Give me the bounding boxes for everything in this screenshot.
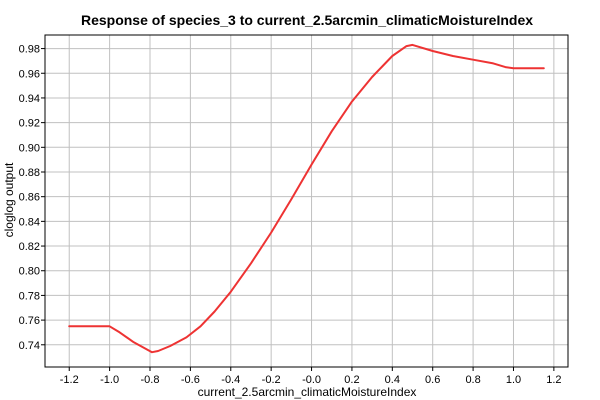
y-tick-label: 0.82 — [19, 241, 40, 253]
y-axis-label: cloglog output — [2, 162, 16, 237]
x-tick-label: 1.2 — [546, 374, 561, 386]
plot-frame — [44, 34, 569, 368]
y-tick-label: 0.96 — [19, 68, 40, 80]
series-group — [68, 43, 545, 354]
x-tick-label: 0.2 — [344, 374, 359, 386]
chart-title: Response of species_3 to current_2.5arcm… — [81, 12, 533, 28]
y-tick-label: 0.78 — [19, 290, 40, 302]
x-tick-label: 1.0 — [506, 374, 521, 386]
x-tick-labels: -1.2 -1.0 -0.8 -0.6 -0.4 -0.2 -0.0 0.2 0.4 0.6 0.8… — [60, 374, 562, 386]
y-tick-label: 0.98 — [19, 44, 40, 56]
y-tick-label: 0.74 — [19, 340, 40, 352]
x-tick-label: -0.0 — [302, 374, 321, 386]
y-tick-label: 0.86 — [19, 192, 40, 204]
y-tick-label: 0.80 — [19, 266, 40, 278]
x-tick-label: 0.4 — [385, 374, 400, 386]
y-tick-label: 0.76 — [19, 315, 40, 327]
x-tick-label: 0.6 — [425, 374, 440, 386]
y-tick-label: 0.92 — [19, 118, 40, 130]
grid — [45, 35, 568, 367]
x-axis-label: current_2.5arcmin_climaticMoistureIndex — [198, 385, 417, 399]
x-tick-label: -1.2 — [60, 374, 79, 386]
x-tick-label: -0.4 — [221, 374, 240, 386]
y-tick-label: 0.84 — [19, 216, 40, 228]
axis-ticks — [41, 48, 555, 371]
x-tick-label: -0.2 — [262, 374, 281, 386]
x-tick-label: -0.8 — [141, 374, 160, 386]
y-tick-label: 0.94 — [19, 93, 40, 105]
response-curve — [68, 43, 545, 354]
x-tick-label: -0.6 — [181, 374, 200, 386]
y-tick-labels: 0.74 0.76 0.78 0.80 0.82 0.84 0.86 0.88 0.90 0.92… — [19, 44, 40, 352]
x-tick-label: 0.8 — [465, 374, 480, 386]
x-tick-label: -1.0 — [100, 374, 119, 386]
y-tick-label: 0.88 — [19, 167, 40, 179]
y-tick-label: 0.90 — [19, 142, 40, 154]
